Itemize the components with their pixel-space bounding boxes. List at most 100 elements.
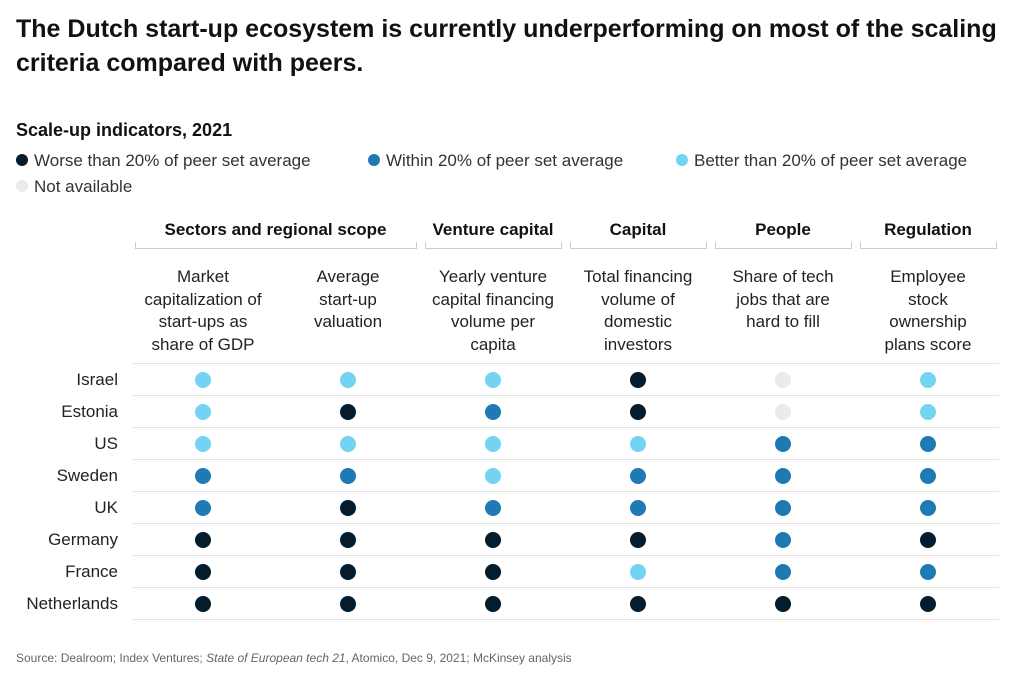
column-header-line: investors	[603, 334, 673, 354]
column-header-line: start-ups as	[158, 312, 248, 331]
legend-item-worse: Worse than 20% of peer set average	[16, 151, 311, 171]
column-header-line: start-up	[319, 289, 377, 309]
dot-within	[775, 500, 791, 516]
legend-label-worse: Worse than 20% of peer set average	[34, 151, 311, 170]
row-divider	[133, 363, 999, 364]
dot-worse	[195, 532, 211, 548]
dot-worse	[920, 596, 936, 612]
dot-within	[775, 564, 791, 580]
column-header-line: jobs that are	[736, 289, 830, 309]
group-bracket	[569, 242, 707, 249]
column-header-line: hard to fill	[746, 312, 820, 331]
dot-worse	[485, 564, 501, 580]
dot-within	[195, 468, 211, 484]
column-header-line: ownership	[889, 312, 967, 331]
group-header-label: Venture capital	[432, 220, 554, 239]
legend-label-na: Not available	[34, 177, 133, 196]
dot-better	[340, 436, 356, 452]
source-prefix: Source: Dealroom; Index Ventures;	[16, 651, 207, 665]
legend-label-better: Better than 20% of peer set average	[694, 151, 968, 170]
dot-worse	[340, 500, 356, 516]
dot-within	[630, 468, 646, 484]
row-divider	[133, 459, 999, 460]
group-bracket	[714, 242, 852, 249]
column-header-line: volume per	[450, 312, 536, 331]
column-header-line: Total financing	[583, 267, 693, 286]
column-header: Share of tech jobs that are hard to fill	[713, 266, 853, 334]
dot-worse	[775, 596, 791, 612]
dot-worse	[920, 532, 936, 548]
row-divider	[133, 555, 999, 556]
column-header-line: capitalization of	[144, 289, 262, 309]
dot-worse	[340, 596, 356, 612]
dot-within	[775, 436, 791, 452]
column-header-line: Share of tech	[732, 267, 834, 286]
row-label-country: UK	[94, 498, 118, 517]
source-suffix: , Atomico, Dec 9, 2021; McKinsey analysi…	[345, 651, 572, 665]
column-header: Total financing volume of domestic investor…	[568, 266, 708, 356]
dot-better	[485, 436, 501, 452]
dot-worse	[630, 404, 646, 420]
dot-worse	[195, 564, 211, 580]
dot-within	[485, 404, 501, 420]
row-label-country: France	[65, 562, 118, 581]
group-bracket	[424, 242, 562, 249]
dot-worse	[195, 596, 211, 612]
group-bracket	[859, 242, 997, 249]
source-report-title: State of European tech 21	[206, 651, 346, 665]
legend-dot-better	[676, 153, 688, 166]
dot-within	[920, 564, 936, 580]
group-header-label: Sectors and regional scope	[164, 220, 387, 239]
dot-within	[920, 436, 936, 452]
row-divider	[133, 427, 999, 428]
legend-item-within: Within 20% of peer set average	[368, 151, 623, 171]
group-header: Regulation	[856, 219, 1001, 249]
column-header-line: Employee	[890, 267, 966, 286]
row-divider	[133, 523, 999, 524]
dot-within	[920, 500, 936, 516]
row-label-country: Germany	[48, 530, 118, 549]
group-header: Sectors and regional scope	[131, 219, 421, 249]
column-header-line: Yearly venture	[438, 267, 548, 286]
group-header: Capital	[566, 219, 711, 249]
dot-within	[630, 500, 646, 516]
column-header-line: stock	[908, 289, 948, 309]
dot-within	[775, 532, 791, 548]
dot-within	[775, 468, 791, 484]
dot-better	[920, 372, 936, 388]
column-header-line: valuation	[313, 312, 383, 331]
column-header-line: volume of	[601, 289, 675, 309]
legend-item-better: Better than 20% of peer set average	[676, 151, 967, 171]
column-header: Employee stock ownership plans score	[858, 266, 998, 356]
row-label-country: Netherlands	[26, 594, 118, 613]
dot-within	[340, 468, 356, 484]
dot-na	[775, 372, 791, 388]
column-header-line: Average	[316, 267, 380, 286]
column-header-line: share of GDP	[151, 334, 255, 354]
dot-worse	[340, 564, 356, 580]
column-header: Market capitalization of start-ups as share…	[133, 266, 273, 356]
page-title: The Dutch start-up ecosystem is currentl…	[16, 15, 997, 77]
row-label-country: Estonia	[61, 402, 118, 421]
dot-worse	[340, 532, 356, 548]
column-header-line: domestic	[603, 312, 673, 331]
dot-worse	[340, 404, 356, 420]
dot-better	[485, 372, 501, 388]
group-header: People	[711, 219, 856, 249]
dot-worse	[630, 596, 646, 612]
legend-dot-na	[16, 179, 28, 192]
dot-worse	[485, 596, 501, 612]
column-header-line: capita	[470, 334, 516, 354]
group-header-label: Capital	[609, 220, 667, 239]
column-header: Yearly venture capital financing volume pe…	[423, 266, 563, 356]
dot-worse	[485, 532, 501, 548]
row-divider	[133, 619, 999, 620]
dot-better	[630, 436, 646, 452]
dot-better	[340, 372, 356, 388]
dot-within	[485, 500, 501, 516]
dot-within	[195, 500, 211, 516]
row-label-country: US	[94, 434, 118, 453]
group-header: Venture capital	[421, 219, 566, 249]
dot-within	[920, 468, 936, 484]
dot-better	[485, 468, 501, 484]
